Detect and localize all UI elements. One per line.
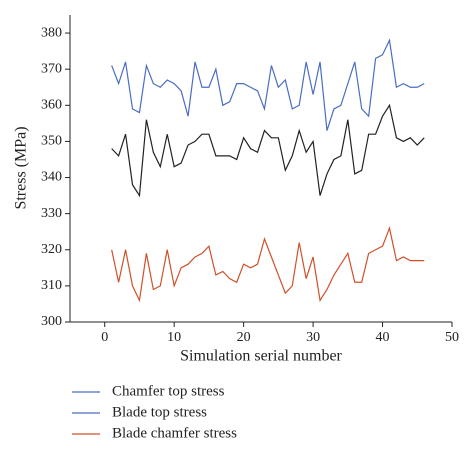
y-tick-label: 310 [41, 278, 62, 293]
legend-label: Chamfer top stress [112, 383, 225, 399]
y-tick-label: 380 [41, 25, 62, 40]
x-tick-label: 50 [445, 330, 459, 345]
y-tick-label: 320 [41, 242, 62, 257]
x-axis-label: Simulation serial number [180, 348, 342, 365]
y-tick-label: 330 [41, 206, 62, 221]
y-tick-label: 370 [41, 61, 62, 76]
series-line [111, 225, 425, 303]
x-tick-label: 40 [376, 330, 390, 345]
x-tick-label: 10 [167, 330, 181, 345]
x-tick-label: 20 [237, 330, 251, 345]
y-tick-label: 360 [41, 98, 62, 113]
y-tick-label: 350 [41, 134, 62, 149]
y-tick-label: 340 [41, 170, 62, 185]
y-axis-label: Stress (MPa) [13, 126, 30, 209]
x-tick-label: 30 [306, 330, 320, 345]
legend-label: Blade top stress [112, 404, 207, 420]
series-line [111, 38, 425, 131]
series-line [111, 103, 425, 198]
legend-label: Blade chamfer stress [112, 425, 237, 441]
x-tick-label: 0 [101, 330, 108, 345]
y-tick-label: 300 [41, 314, 62, 329]
